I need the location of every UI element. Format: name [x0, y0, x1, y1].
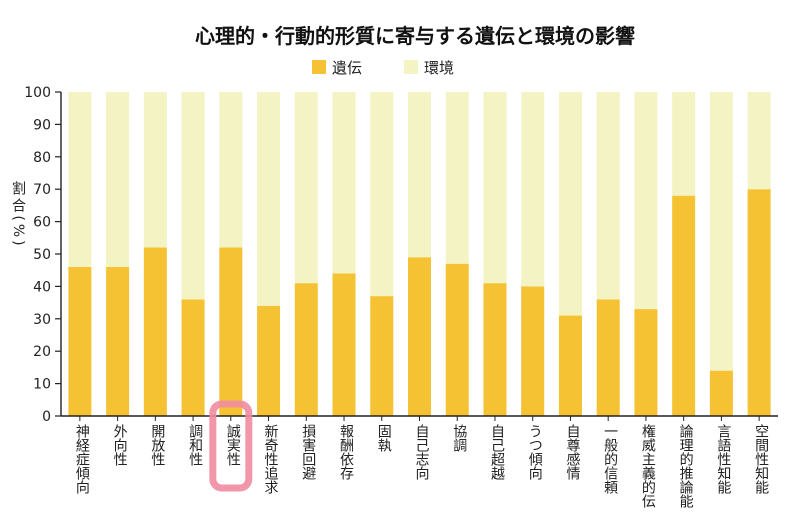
bar-segment-genetic	[68, 266, 92, 416]
x-tick-label: 権威主義的伝	[640, 423, 656, 508]
highlight-marker	[209, 400, 253, 492]
legend-label-environment: 環境	[424, 59, 454, 77]
bar-segment-genetic	[596, 299, 620, 416]
x-tick-label: 空間性知能	[753, 424, 769, 495]
bar-segment-environment	[558, 92, 582, 316]
y-tick-label: 40	[33, 279, 51, 295]
bar-segment-environment	[68, 92, 92, 267]
legend-label-genetic: 遺伝	[332, 59, 362, 77]
bar-segment-genetic	[521, 286, 545, 416]
x-tick-label: 一般的信頼	[602, 424, 618, 494]
x-tick-label: 自己超越	[489, 424, 505, 480]
bar-segment-environment	[181, 92, 205, 300]
x-tick-label: 新奇性追求	[263, 424, 279, 494]
y-tick-label: 30	[33, 312, 51, 328]
bar-segment-environment	[143, 92, 167, 248]
bar-segment-genetic	[257, 305, 281, 416]
bar-segment-genetic	[747, 189, 771, 416]
y-axis-label: 割合(%)	[10, 181, 26, 249]
y-tick-label: 50	[33, 247, 51, 263]
x-tick-label: 論理的推論能	[678, 424, 694, 509]
highlight-layer	[209, 400, 253, 492]
x-tick-label: 報酬依存	[338, 424, 354, 480]
bar-segment-genetic	[143, 247, 167, 416]
bar-segment-environment	[672, 92, 696, 196]
bar-segment-genetic	[332, 273, 356, 416]
x-tick-label: 協調	[451, 424, 467, 452]
y-tick-label: 0	[42, 409, 51, 425]
y-tick-label: 20	[33, 344, 51, 360]
bar-segment-genetic	[106, 266, 130, 416]
bar-segment-genetic	[634, 309, 658, 416]
y-tick-label: 10	[33, 377, 51, 393]
x-tick-label: 誠実性	[225, 424, 241, 466]
bar-segment-genetic	[294, 283, 318, 416]
x-tick-label: 外向性	[112, 424, 128, 466]
y-tick-label: 100	[24, 85, 51, 101]
bar-segment-environment	[370, 92, 394, 297]
legend: 遺伝 環境	[312, 59, 454, 77]
bar-segment-environment	[521, 92, 545, 287]
x-tick-label: 神経症傾向	[74, 424, 90, 494]
bar-segment-environment	[445, 92, 469, 264]
bar-segment-genetic	[408, 257, 431, 416]
x-tick-label: 固執	[376, 424, 392, 453]
x-tick-label: 調和性	[187, 424, 203, 466]
bar-segment-environment	[596, 92, 620, 300]
bar-segment-genetic	[672, 195, 696, 416]
bar-segment-genetic	[709, 370, 733, 416]
bar-segment-environment	[294, 92, 318, 284]
legend-swatch-environment	[404, 60, 418, 74]
legend-swatch-genetic	[312, 60, 326, 74]
bar-segment-environment	[634, 92, 658, 310]
bar-segment-genetic	[445, 263, 469, 416]
bar-segment-environment	[106, 92, 130, 267]
bar-segment-genetic	[181, 299, 205, 416]
bar-segment-genetic	[219, 247, 243, 416]
bar-segment-environment	[483, 92, 507, 284]
bar-segment-environment	[747, 92, 771, 190]
bar-segment-genetic	[370, 296, 394, 416]
y-tick-label: 90	[33, 117, 51, 133]
bar-segment-environment	[219, 92, 243, 248]
x-tick-label: 損害回避	[300, 424, 316, 481]
bar-segment-genetic	[558, 315, 582, 416]
x-tick-label: 自尊感情	[564, 424, 580, 480]
y-tick-label: 70	[33, 182, 51, 198]
bar-segment-environment	[332, 92, 356, 274]
y-tick-label: 60	[33, 215, 51, 231]
chart-title: 心理的・行動的形質に寄与する遺伝と環境の影響	[195, 24, 635, 48]
bar-segment-environment	[709, 92, 733, 371]
x-tick-label: 開放性	[149, 424, 165, 466]
bar-segment-genetic	[483, 283, 507, 416]
x-tick-label: 言語性知能	[715, 424, 731, 495]
x-tick-label: うつ傾向	[527, 424, 543, 480]
y-tick-label: 80	[33, 150, 51, 166]
bar-segment-environment	[257, 92, 281, 306]
x-tick-label: 自己志向	[414, 424, 430, 480]
bar-segment-environment	[408, 92, 431, 258]
plot-area: 0 10 20 30 40 50 60 70 80 90 100 割合(%) 神経症傾向 外向性 開放性 調和…	[10, 85, 778, 509]
